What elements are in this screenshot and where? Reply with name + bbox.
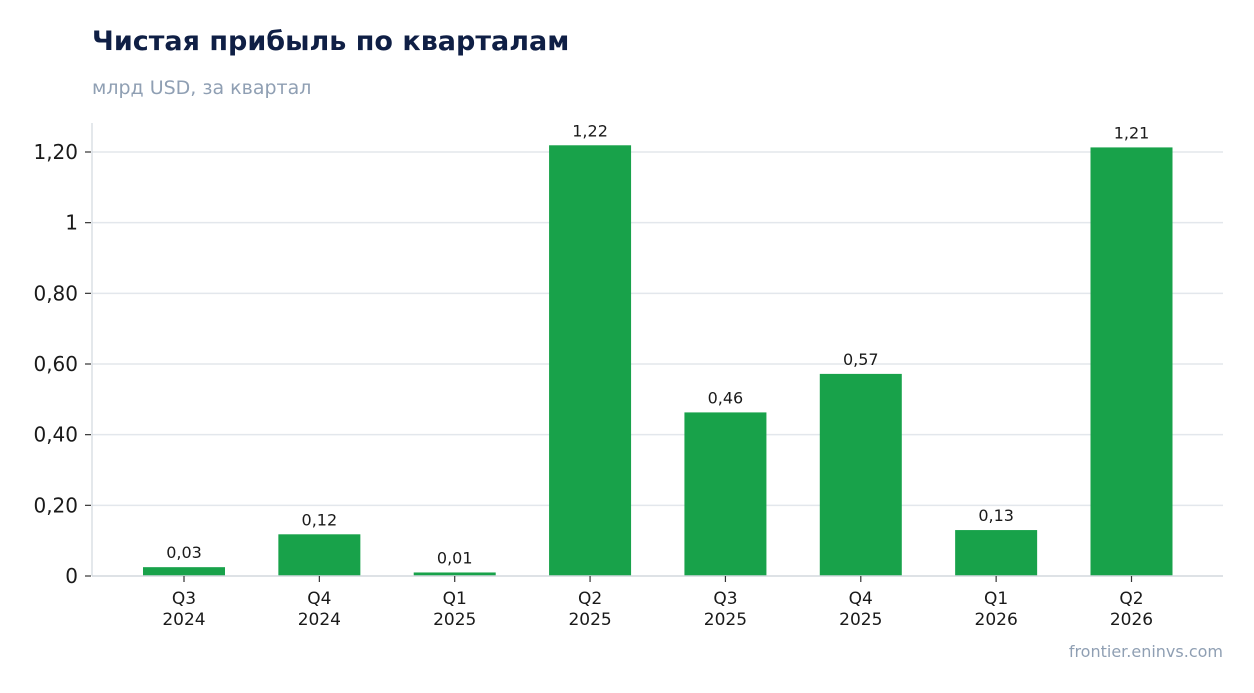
bar	[1090, 147, 1173, 576]
y-axis: 0 0,20 0,40 0,60 0,80 1 1,20	[33, 123, 93, 588]
source-credit: frontier.eninvs.com	[1068, 642, 1223, 661]
x-axis: Q32024Q42024Q12025Q22025Q32025Q42025Q120…	[92, 575, 1223, 630]
grid-lines	[92, 151, 1223, 507]
data-label: 0,01	[437, 548, 473, 567]
x-tick-label-year: 2026	[1110, 610, 1153, 630]
data-label: 0,13	[978, 506, 1014, 525]
x-tick-label-quarter: Q2	[578, 589, 602, 609]
x-tick-label-quarter: Q2	[1119, 589, 1143, 609]
y-tick-label: 1,20	[33, 140, 78, 164]
y-tick-label: 0,40	[33, 423, 78, 447]
x-tick-label-quarter: Q1	[443, 589, 467, 609]
y-tick-label: 0,60	[33, 352, 78, 376]
bar	[143, 567, 225, 576]
y-tick-label: 0,80	[33, 281, 78, 305]
x-tick-label-year: 2025	[433, 610, 476, 630]
x-tick-label-year: 2025	[704, 610, 747, 630]
bar	[819, 373, 902, 576]
y-tick-label: 0	[65, 564, 78, 588]
bar	[549, 145, 632, 576]
data-label: 1,21	[1114, 123, 1150, 142]
data-label: 0,12	[302, 510, 338, 529]
x-tick-label-quarter: Q1	[984, 589, 1008, 609]
data-label: 1,22	[572, 121, 608, 140]
x-tick-label-quarter: Q3	[172, 589, 196, 609]
x-tick-label-year: 2024	[298, 610, 341, 630]
data-label: 0,57	[843, 350, 879, 369]
data-labels: 0,03 0,12 0,01 1,22 0,46 0,57 0,13 1,21	[166, 121, 1149, 567]
bar	[955, 530, 1038, 576]
y-tick-label: 1	[65, 211, 78, 235]
data-label: 0,03	[166, 543, 202, 562]
bar	[278, 534, 361, 576]
x-tick-label-quarter: Q3	[713, 589, 737, 609]
x-tick-label-year: 2025	[568, 610, 611, 630]
x-tick-label-year: 2024	[162, 610, 205, 630]
x-tick-label-year: 2026	[975, 610, 1018, 630]
y-tick-label: 0,20	[33, 493, 78, 517]
bars	[143, 145, 1173, 576]
bar	[684, 412, 767, 576]
bar	[413, 572, 496, 576]
chart-title: Чистая прибыль по кварталам	[92, 26, 570, 57]
x-tick-label-quarter: Q4	[307, 589, 331, 609]
x-tick-label-quarter: Q4	[849, 589, 873, 609]
x-tick-label-year: 2025	[839, 610, 882, 630]
chart-subtitle: млрд USD, за квартал	[92, 77, 312, 99]
data-label: 0,46	[708, 388, 744, 407]
